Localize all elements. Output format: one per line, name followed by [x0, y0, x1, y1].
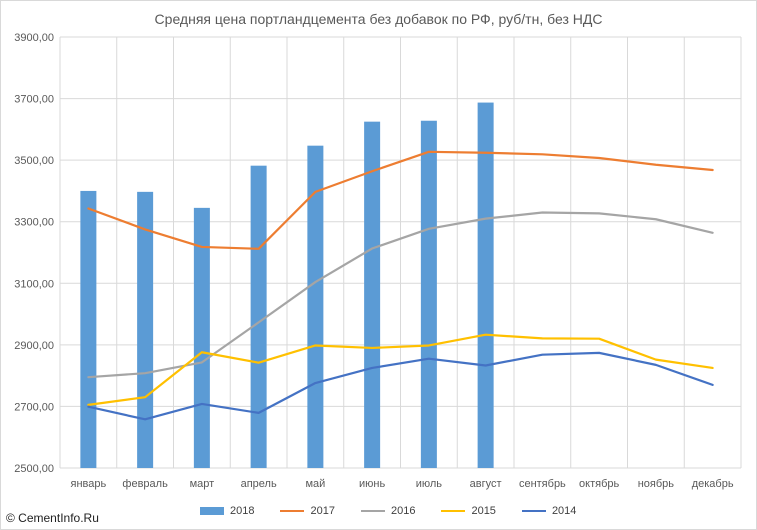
- x-tick-label: май: [305, 478, 325, 490]
- line-series-2017: [87, 150, 714, 250]
- y-tick-label: 3700,00: [14, 94, 54, 106]
- bar-2018: [420, 120, 437, 468]
- legend-item-2017: 2017: [280, 505, 335, 517]
- line-series-2014: [87, 351, 714, 421]
- legend-item-2015: 2015: [441, 505, 496, 517]
- bar-2018: [137, 191, 154, 468]
- bar-2018: [307, 145, 324, 468]
- legend-swatch: [280, 510, 305, 512]
- x-tick-label: июль: [416, 478, 443, 490]
- chart-title: Средняя цена портландцемента без добавок…: [154, 11, 603, 27]
- x-tick-label: ноябрь: [638, 478, 675, 490]
- x-tick-label: март: [190, 478, 215, 490]
- bar-2018: [80, 190, 97, 468]
- bar-2018: [250, 165, 267, 469]
- y-tick-label: 3300,00: [14, 217, 54, 229]
- legend-item-2014: 2014: [521, 505, 577, 517]
- legend: 2018 2017 2016 2015 2014: [200, 503, 602, 519]
- credit-text: © CementInfo.Ru: [6, 511, 99, 525]
- y-tick-label: 2500,00: [14, 463, 54, 475]
- x-tick-label: февраль: [122, 478, 168, 490]
- legend-label: 2014: [551, 505, 577, 517]
- x-tick-label: июнь: [359, 478, 385, 490]
- bar-2018: [477, 102, 494, 468]
- bar-2018: [364, 121, 381, 469]
- legend-item-2016: 2016: [360, 505, 416, 517]
- y-tick-label: 2900,00: [14, 340, 54, 352]
- legend-label: 2016: [390, 505, 416, 517]
- legend-label: 2017: [310, 505, 335, 517]
- x-tick-label: октябрь: [579, 478, 619, 490]
- x-tick-label: апрель: [241, 478, 277, 490]
- x-tick-label: сентябрь: [519, 478, 566, 490]
- line-series-2016: [87, 211, 714, 379]
- legend-label: 2018: [230, 505, 255, 517]
- x-tick-label: январь: [71, 478, 107, 490]
- legend-item-2018: 2018: [200, 505, 254, 517]
- bar-2018: [193, 207, 210, 468]
- legend-swatch: [521, 510, 546, 512]
- legend-swatch: [200, 507, 224, 515]
- y-tick-label: 3100,00: [14, 278, 54, 290]
- y-tick-label: 3500,00: [14, 155, 54, 167]
- y-tick-label: 3900,00: [14, 32, 54, 44]
- legend-label: 2015: [471, 505, 496, 517]
- line-series-2015: [87, 333, 714, 406]
- legend-swatch: [360, 510, 385, 512]
- legend-swatch: [441, 510, 466, 512]
- x-tick-label: август: [470, 478, 502, 490]
- x-tick-label: декабрь: [692, 478, 734, 490]
- y-tick-label: 2700,00: [14, 401, 54, 413]
